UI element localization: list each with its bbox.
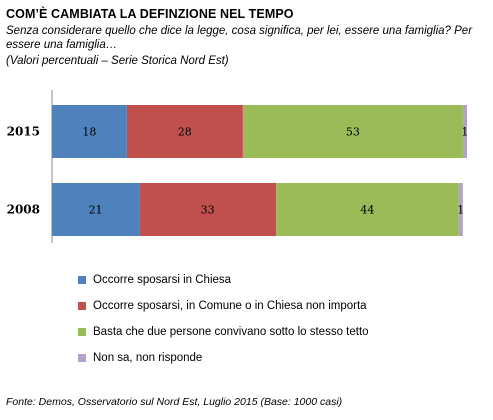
bar-segment-2015-series-4	[462, 105, 467, 158]
legend-item-1: Occorre sposarsi in Chiesa	[78, 267, 369, 293]
data-label-2015-series-3: 53	[346, 126, 360, 139]
stacked-bar-chart: 2015 18 28 53 1 2008 21 33 44 1	[7, 90, 468, 243]
chart-note: (Valori percentuali – Serie Storica Nord…	[6, 55, 229, 67]
legend-swatch	[78, 354, 86, 362]
legend-item-3: Basta che due persone convivano sotto lo…	[78, 319, 369, 345]
data-label-2008-series-2: 33	[201, 204, 215, 217]
legend-label: Occorre sposarsi, in Comune o in Chiesa …	[93, 300, 367, 312]
category-label-2008: 2008	[7, 203, 40, 217]
data-label-2015-series-2: 28	[178, 126, 192, 139]
data-label-2008-series-1: 21	[89, 204, 103, 217]
bar-segment-2008-series-2	[139, 183, 277, 236]
legend-label: Basta che due persone convivano sotto lo…	[93, 326, 369, 338]
legend-item-2: Occorre sposarsi, in Comune o in Chiesa …	[78, 293, 369, 319]
chart-legend: Occorre sposarsi in Chiesa Occorre sposar…	[78, 267, 369, 371]
legend-swatch	[78, 276, 86, 284]
bar-segment-2015-series-2	[126, 105, 243, 158]
bar-segment-2008-series-1	[52, 183, 140, 236]
data-label-2008-series-3: 44	[360, 204, 374, 217]
data-label-2015-series-1: 18	[82, 126, 96, 139]
legend-label: Occorre sposarsi in Chiesa	[93, 274, 232, 286]
data-label-2015-series-4: 1	[461, 126, 468, 139]
legend-item-4: Non sa, non risponde	[78, 345, 369, 371]
chart-subtitle: Senza considerare quello che dice la leg…	[6, 25, 473, 51]
legend-swatch	[78, 328, 86, 336]
bar-segment-2015-series-1	[52, 105, 127, 158]
data-label-2008-series-4: 1	[457, 204, 464, 217]
bar-segment-2008-series-4	[458, 183, 463, 236]
category-label-2015: 2015	[7, 125, 40, 139]
bar-segment-2015-series-3	[242, 105, 463, 158]
chart-title: COM’È CAMBIATA LA DEFINZIONE NEL TEMPO	[6, 7, 294, 21]
bar-segment-2008-series-3	[276, 183, 459, 236]
legend-swatch	[78, 302, 86, 310]
legend-label: Non sa, non risponde	[93, 352, 203, 364]
source-note: Fonte: Demos, Osservatorio sul Nord Est,…	[6, 396, 343, 408]
